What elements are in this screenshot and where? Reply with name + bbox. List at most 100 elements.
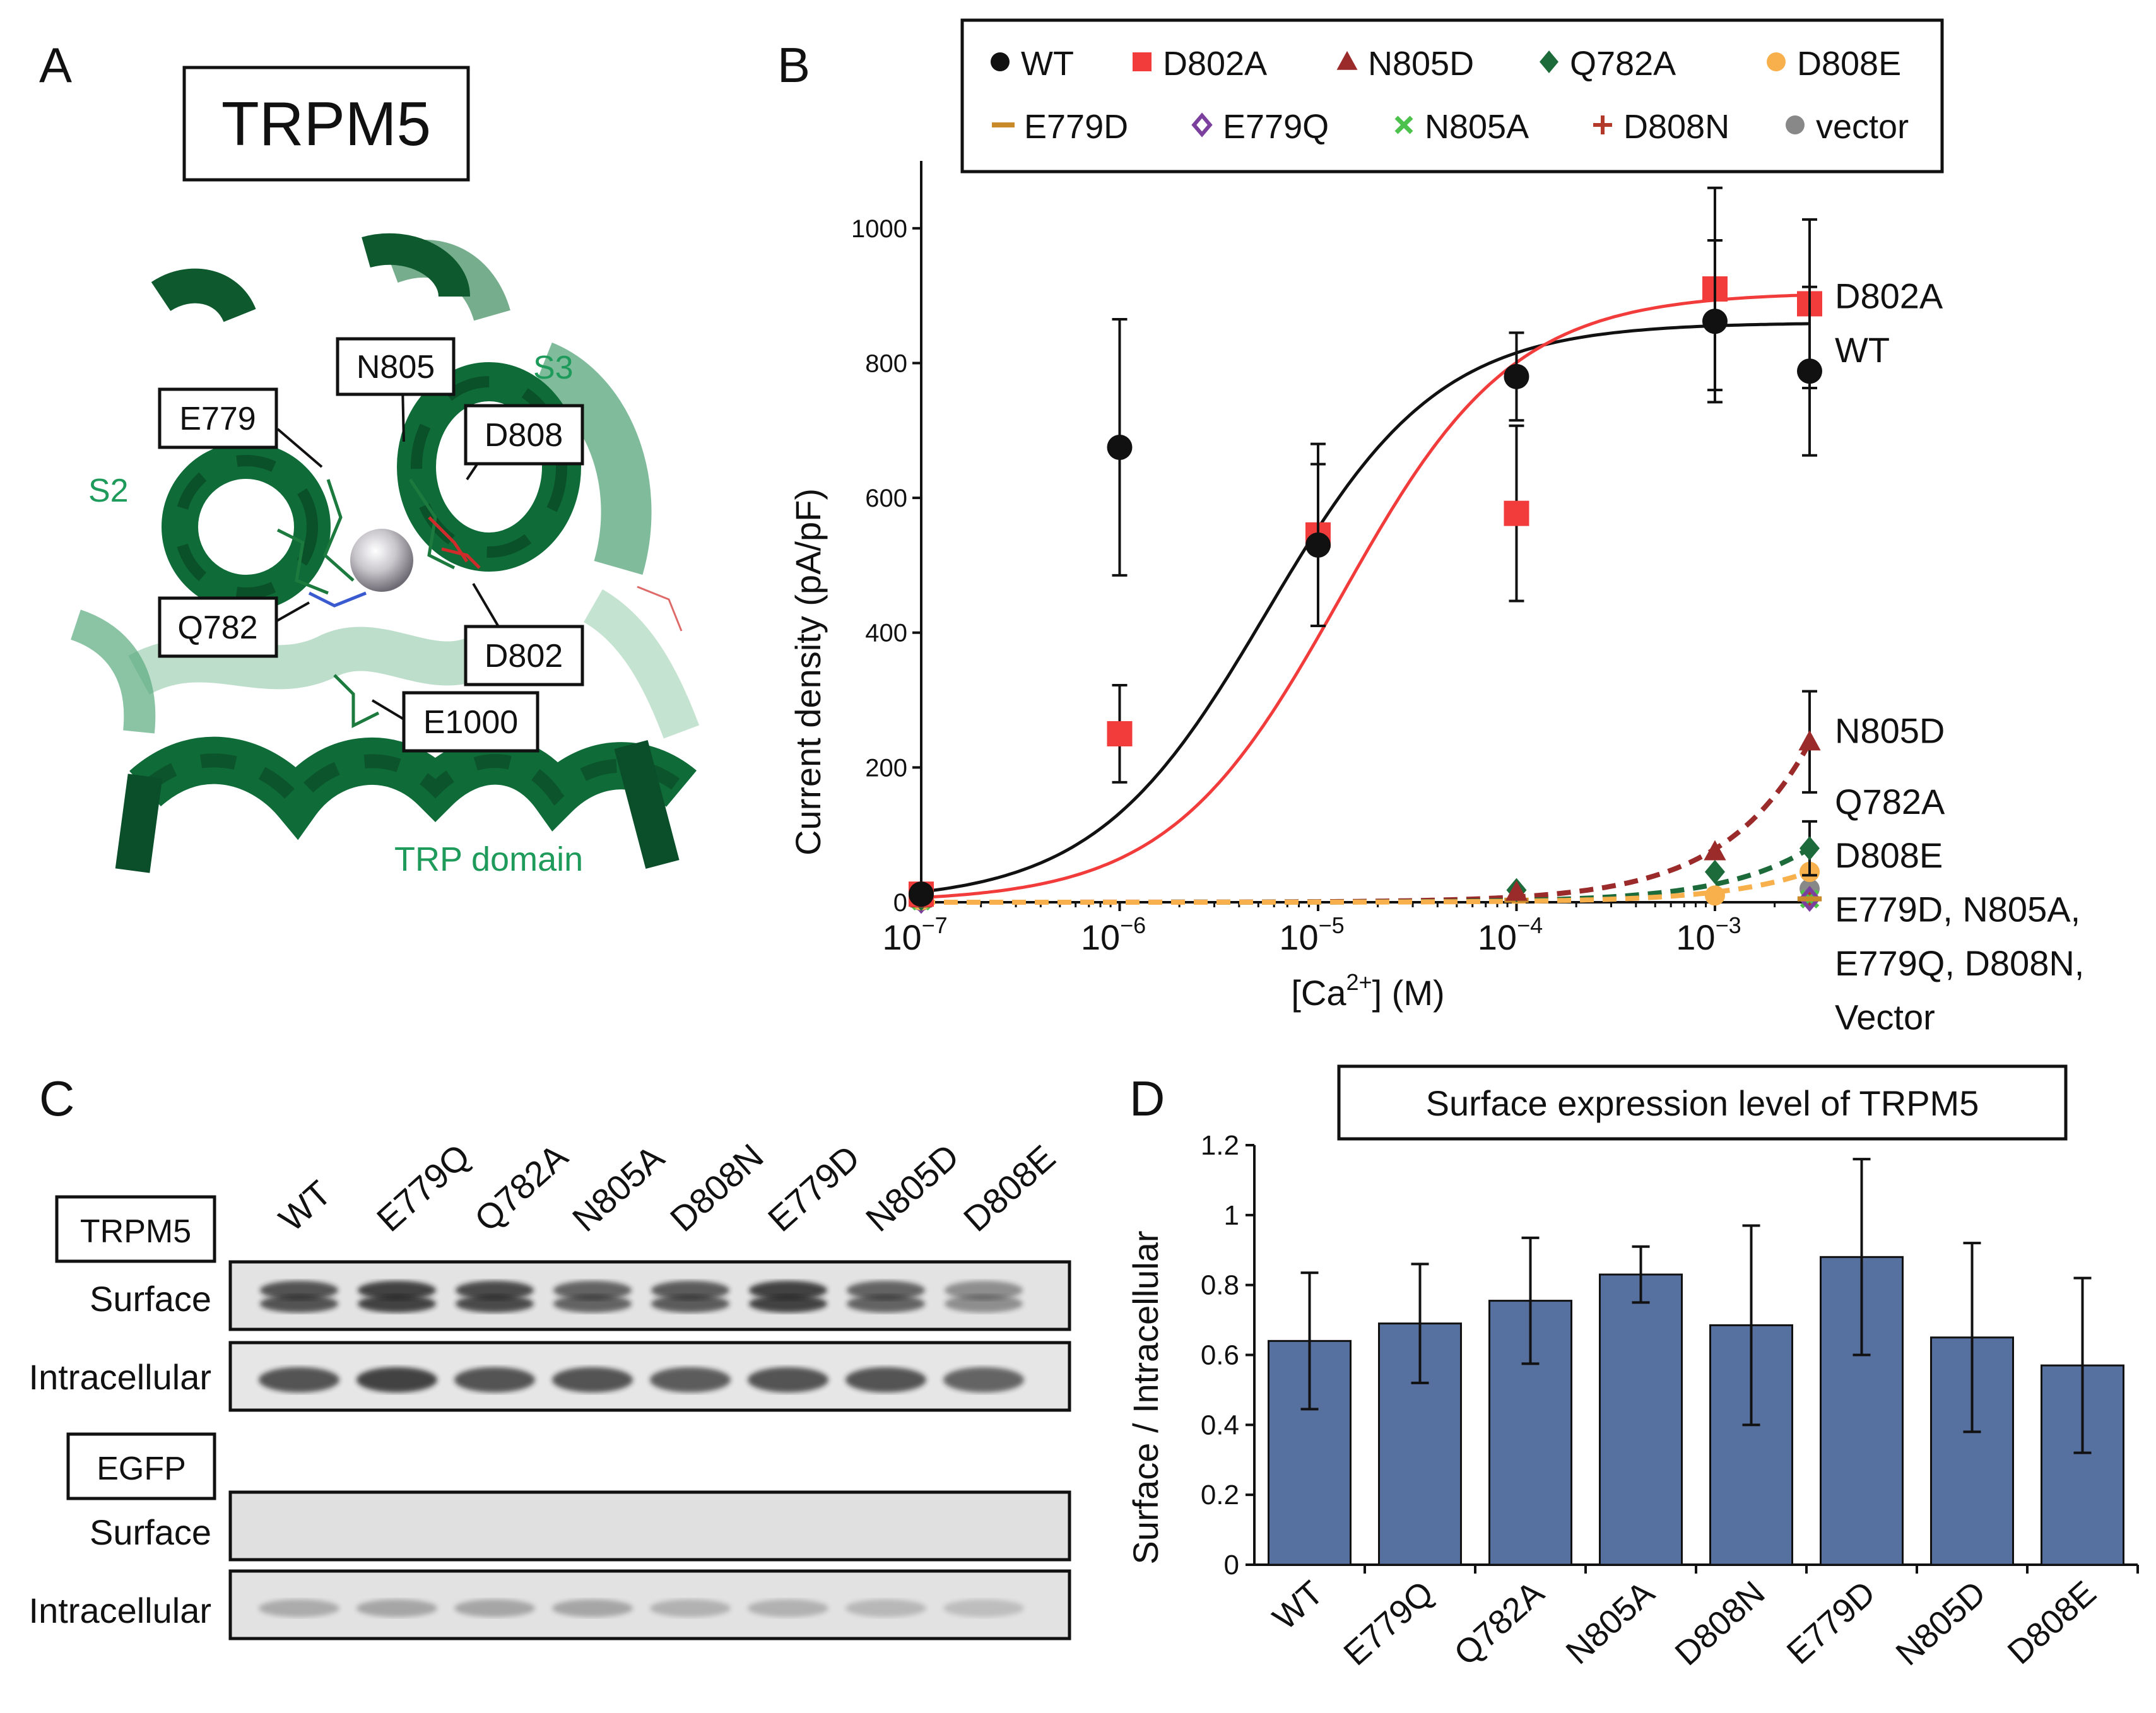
legend-marker-d802a	[1133, 52, 1152, 71]
point-wt	[1504, 363, 1529, 389]
svg-text:N805: N805	[356, 349, 435, 386]
bar-error-e779d	[1853, 1158, 1871, 1357]
blot-band	[553, 1295, 632, 1313]
blot-band	[260, 1280, 338, 1300]
chart-d-title: Surface expression level of TRPM5	[1426, 1083, 1979, 1123]
blot-band	[650, 1367, 731, 1392]
chart-b-legend: WT D802A N805D Q782A D808E E779D E779Q N805A D80…	[960, 18, 1944, 174]
blot-strip-trpm5-surface	[228, 1260, 1071, 1331]
panel-c: C WT E779QQ782AN805AD808NE779DN805DD808E …	[29, 1071, 1071, 1640]
blot-band	[945, 1295, 1023, 1313]
blot-band	[553, 1280, 632, 1300]
chart-b-xtick-label: 10−3	[1676, 912, 1741, 957]
side-chain	[308, 591, 367, 608]
faded-helix	[128, 627, 490, 695]
chart-d-ytick-label: 1	[1224, 1200, 1239, 1231]
chart-b-series-label: D802A	[1835, 276, 1943, 316]
blot-band	[845, 1367, 926, 1392]
blot-band	[748, 1599, 828, 1617]
blot-band	[749, 1295, 827, 1313]
blot-band	[943, 1367, 1024, 1392]
chart-d-category-label: D808E	[2001, 1574, 2104, 1671]
residue-label-e779: E779	[158, 387, 278, 449]
side-chain	[323, 479, 355, 582]
legend-marker-wt	[991, 52, 1010, 71]
blot-band	[845, 1599, 926, 1617]
bar-error-n805d	[1963, 1242, 1981, 1433]
blot-strip-egfp-intracellular	[228, 1569, 1071, 1640]
blot-band	[847, 1280, 925, 1300]
svg-text:Q782: Q782	[177, 609, 257, 646]
faded-helix	[532, 342, 652, 575]
side-chain	[276, 528, 329, 595]
chart-b-xlabel: [Ca2+] (M)	[1291, 969, 1444, 1013]
svg-text:TRPM5: TRPM5	[80, 1213, 191, 1250]
chart-b: 0 200 400 600 800 1000 10−7 10−6 10−5 10−4 10−3 D80…	[851, 161, 2084, 1037]
residue-label-q782: Q782	[158, 596, 278, 658]
blot-band	[651, 1280, 729, 1300]
point-n805d	[1505, 880, 1528, 901]
group-label-egfp: EGFP	[66, 1432, 216, 1500]
point-q782a	[1800, 836, 1820, 861]
chart-b-series-label: N805D	[1835, 711, 1945, 751]
panel-a-title-box	[182, 66, 470, 182]
panel-label-d: D	[1129, 1071, 1165, 1126]
helix-fragment	[362, 233, 470, 298]
trp-domain-shading	[140, 753, 686, 813]
blot-band	[454, 1599, 535, 1617]
bar-n805a	[1599, 1273, 1683, 1566]
svg-text:D808: D808	[485, 417, 563, 454]
blot-band	[651, 1295, 729, 1313]
blot-band	[945, 1280, 1023, 1300]
chart-b-xtick-label: 10−7	[882, 912, 947, 957]
legend-label-e779q: E779Q	[1223, 108, 1329, 146]
blot-band	[454, 1367, 535, 1392]
blot-band	[356, 1367, 437, 1392]
helix-label-s3: S3	[533, 350, 574, 386]
svg-text:D802: D802	[485, 638, 563, 674]
faded-helix	[70, 609, 156, 734]
blot-band	[650, 1599, 731, 1617]
point-n805d	[1704, 840, 1726, 861]
lane-label: E779D	[760, 1138, 867, 1239]
helix-label-trp-domain: TRP domain	[394, 840, 583, 878]
chart-d-ytick-label: 0.6	[1201, 1340, 1239, 1371]
panel-label-c: C	[39, 1071, 74, 1126]
panel-a: A TRPM5	[39, 37, 700, 878]
legend-label-d808e: D808E	[1797, 45, 1901, 83]
blot-band	[456, 1280, 534, 1300]
panel-b: B WT D802A N805D Q782A D808E E779D E779Q N805A D…	[777, 18, 2084, 1037]
chart-d-category-label: N805D	[1888, 1574, 1993, 1673]
chart-b-legend-box	[960, 18, 1944, 174]
chart-d-ytick-label: 0	[1224, 1550, 1239, 1581]
legend-label-q782a: Q782A	[1570, 45, 1676, 83]
legend-label-wt: WT	[1021, 45, 1074, 83]
chart-b-series-label: E779Q, D808N,	[1835, 943, 2084, 983]
point-wt	[1107, 434, 1133, 460]
chart-d-category-label: WT	[1266, 1574, 1331, 1637]
chart-d-ytick-label: 1.2	[1201, 1130, 1239, 1161]
chart-b-xtick-label: 10−4	[1478, 912, 1543, 957]
blot-band	[552, 1599, 633, 1617]
point-wt	[909, 881, 934, 907]
s3-helix-shading	[411, 376, 567, 558]
chart-b-series-label: Q782A	[1835, 782, 1945, 821]
blot-band	[358, 1280, 436, 1300]
legend-marker-q782a	[1540, 50, 1558, 73]
point-d802a	[1504, 500, 1529, 526]
point-n805d	[1798, 730, 1821, 751]
row-label-trpm5-intracellular: Intracellular	[29, 1357, 211, 1397]
legend-marker-n805d	[1336, 50, 1358, 70]
point-d808e	[1704, 885, 1725, 906]
blot-band	[847, 1295, 925, 1313]
chart-b-xtick-label: 10−6	[1081, 912, 1146, 957]
chart-b-series-label: E779D, N805A,	[1835, 890, 2080, 929]
chart-b-ytick-label: 400	[865, 620, 907, 647]
fit-curve-n805d	[921, 741, 1812, 905]
lane-label: Q782A	[467, 1136, 575, 1239]
bar-error-wt	[1300, 1271, 1319, 1411]
chart-d-title-box: Surface expression level of TRPM5	[1337, 1064, 2068, 1141]
legend-label-vector: vector	[1816, 108, 1909, 146]
panel-label-a: A	[39, 37, 72, 93]
